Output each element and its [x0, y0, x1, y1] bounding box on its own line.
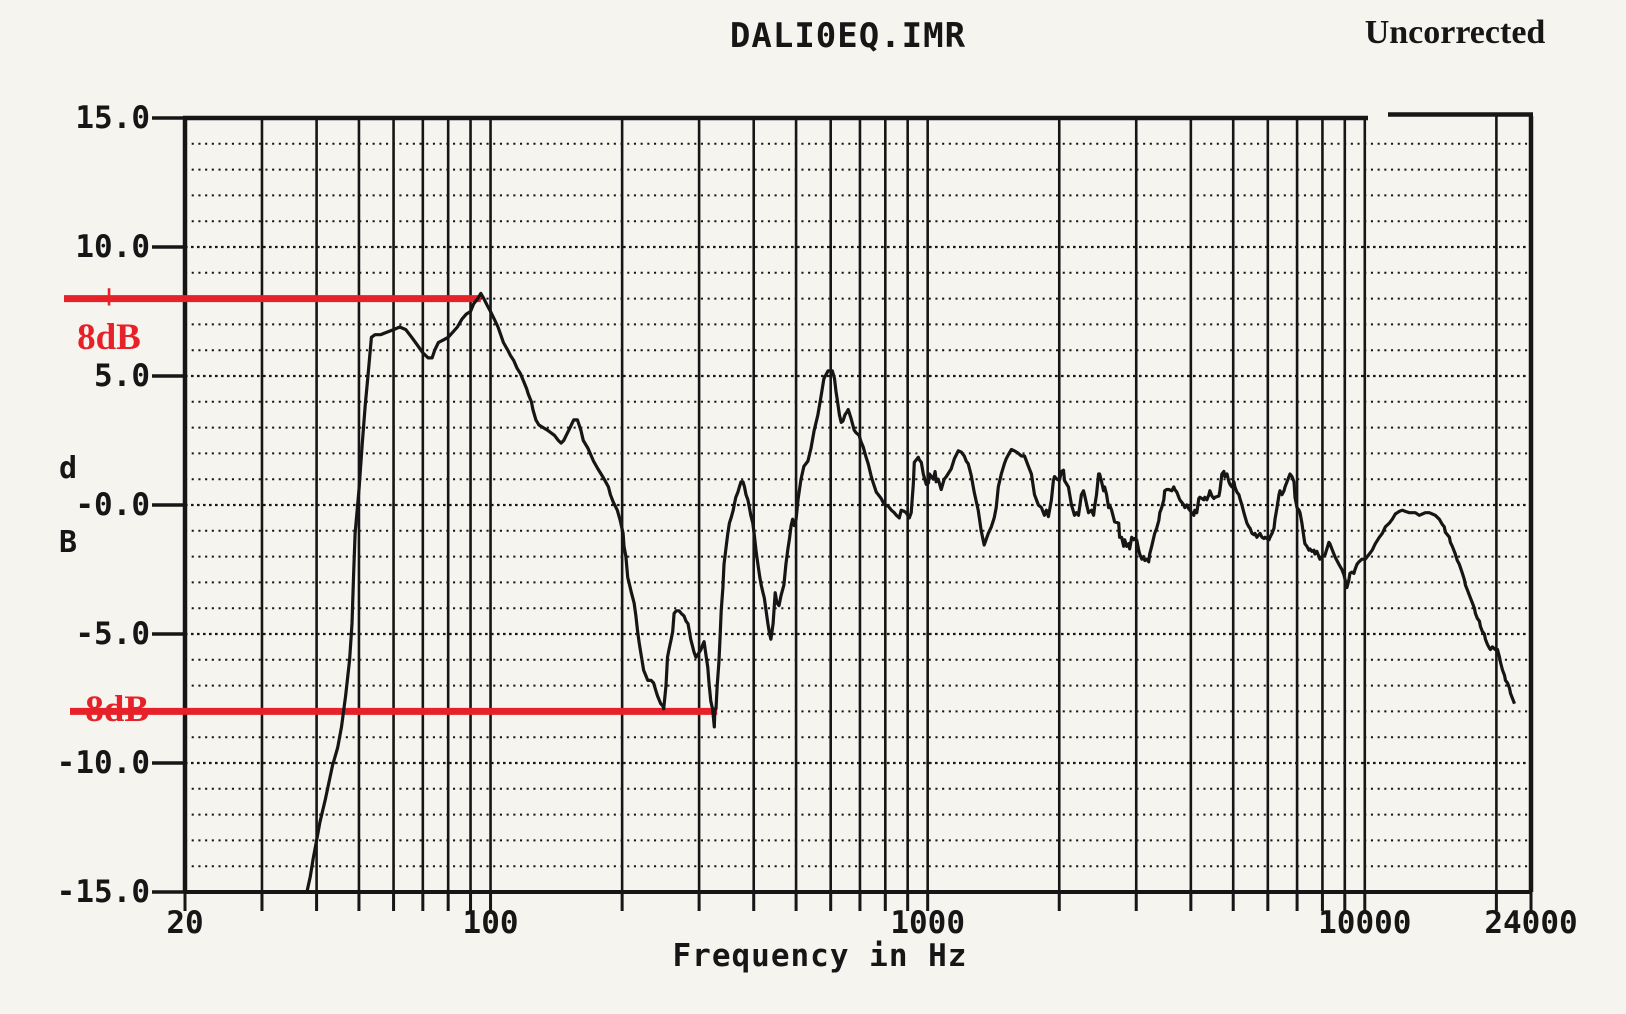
y-tick-label--10.0: -10.0 [56, 745, 150, 781]
y-axis-unit-b: B [58, 525, 78, 560]
x-tick-label-100: 100 [462, 905, 519, 941]
x-tick-label-24000: 24000 [1484, 905, 1578, 941]
y-tick-label-15.0: 15.0 [75, 100, 150, 136]
page-title: DALI0EQ.IMR [729, 16, 967, 56]
annotation-minus-8db-label: -8dB [72, 689, 150, 731]
y-tick-label-5.0: 5.0 [94, 358, 150, 394]
correction-status-label: Uncorrected [1364, 14, 1546, 51]
x-tick-label-1000: 1000 [890, 905, 965, 941]
x-tick-label-10000: 10000 [1318, 905, 1412, 941]
y-tick-label--0.0: -0.0 [75, 487, 150, 523]
y-tick-label--15.0: -15.0 [56, 874, 150, 910]
y-tick-label-10.0: 10.0 [75, 229, 150, 265]
y-tick-label--5.0: -5.0 [75, 616, 150, 652]
x-tick-label-20: 20 [166, 905, 204, 941]
y-axis-unit-d: d [58, 451, 78, 486]
x-axis-title: Frequency in Hz [672, 938, 968, 974]
measured-frequency-response [305, 291, 1516, 893]
annotation-plus-8db-label: + 8dB [77, 276, 141, 358]
